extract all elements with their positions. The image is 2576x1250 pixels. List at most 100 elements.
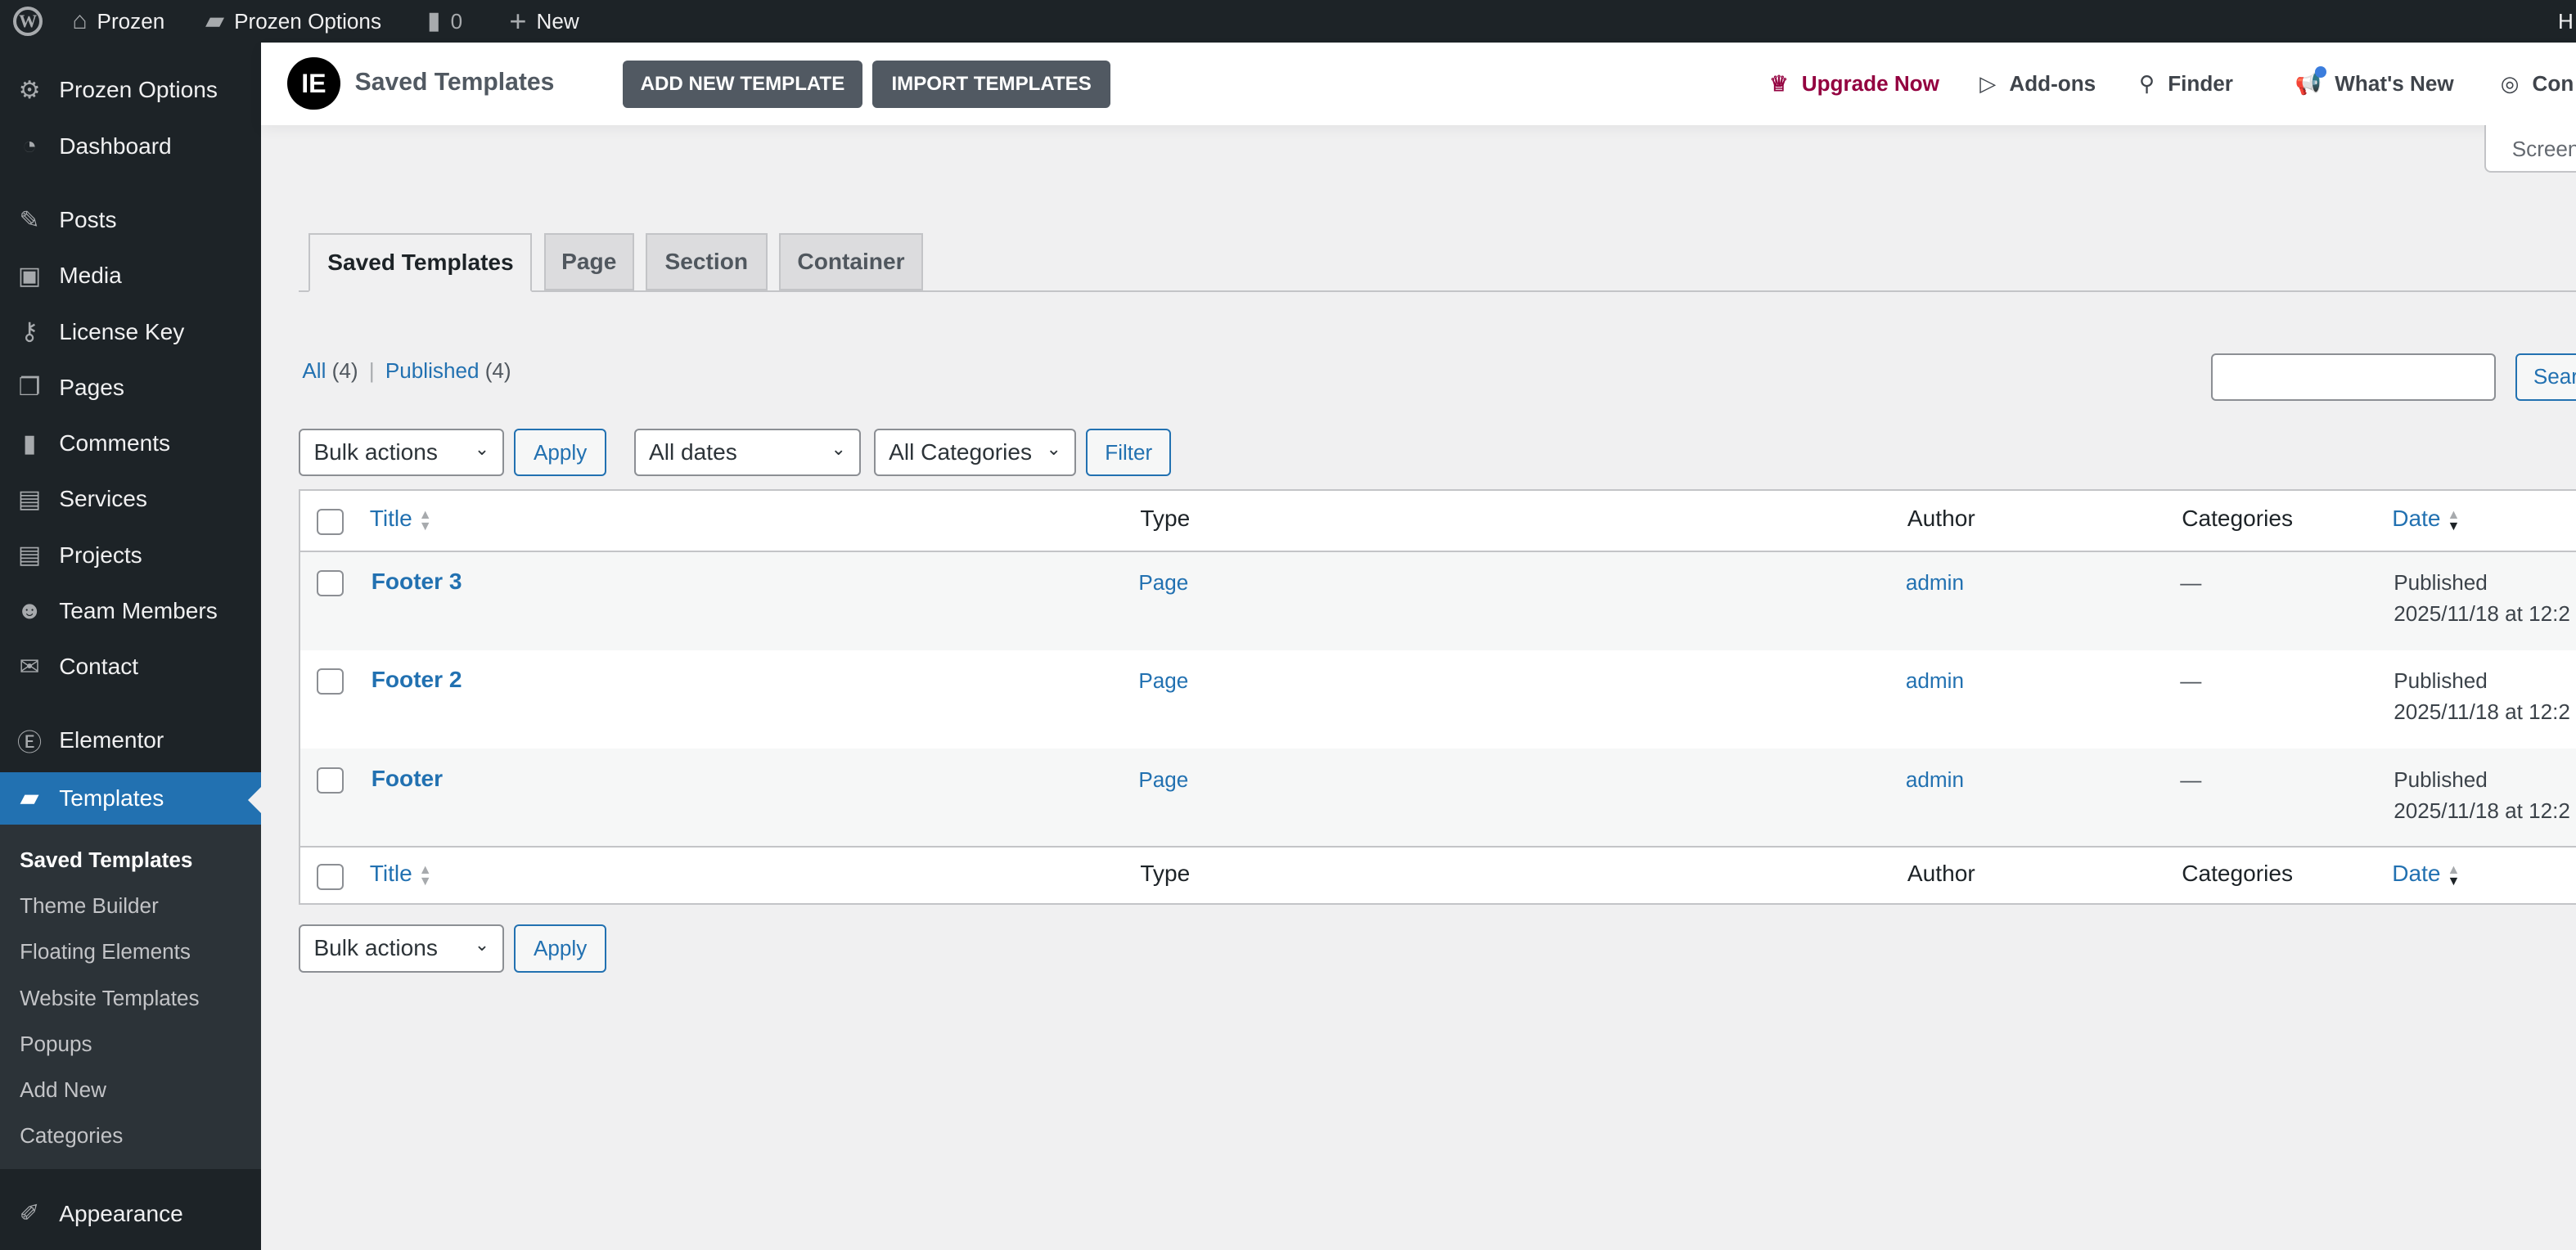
wordpress-logo-icon[interactable]: W — [13, 0, 43, 43]
elementor-header: IE Saved Templates ADD NEW TEMPLATE IMPO… — [261, 43, 2576, 125]
new-link[interactable]: + New — [509, 0, 579, 43]
submenu-website-templates[interactable]: Website Templates — [20, 985, 200, 1010]
comment-icon: ▮ — [22, 429, 37, 457]
template-type-link[interactable]: Page — [1138, 668, 1189, 694]
sort-icon: ▲ ▼ — [2447, 861, 2461, 888]
brush-icon: ✐ — [19, 1200, 40, 1228]
templates-table: Title ▲ ▼ Type Author Categories Date ▲ ▼ Footer … — [299, 489, 2576, 906]
dates-select[interactable]: All dates ⌄ — [633, 429, 862, 477]
sidebar-item-prozen-options[interactable]: ⚙ Prozen Options — [0, 62, 261, 118]
view-all-link[interactable]: All — [302, 357, 327, 383]
author-link[interactable]: admin — [1905, 668, 1964, 694]
template-type-link[interactable]: Page — [1138, 569, 1189, 595]
categories-value: — — [2180, 767, 2202, 792]
addons-link[interactable]: ▷ Add-ons — [1979, 70, 2096, 96]
howdy-link[interactable]: H — [2557, 9, 2574, 34]
sort-icon: ▲ ▼ — [418, 506, 432, 533]
import-templates-button[interactable]: IMPORT TEMPLATES — [872, 61, 1111, 109]
tab-page[interactable]: Page — [543, 233, 634, 291]
add-new-template-button[interactable]: ADD NEW TEMPLATE — [622, 61, 863, 109]
screen-options-button[interactable]: Screen — [2484, 124, 2576, 173]
bulk-actions-select-bottom[interactable]: Bulk actions ⌄ — [299, 924, 505, 973]
sidebar-item-team-members[interactable]: ☻ Team Members — [0, 583, 261, 639]
bulk-actions-select[interactable]: Bulk actions ⌄ — [299, 429, 505, 477]
elementor-logo-icon: IE — [287, 57, 340, 110]
sidebar-item-comments[interactable]: ▮ Comments — [0, 416, 261, 471]
search-icon: ⚲ — [2139, 70, 2155, 96]
templates-submenu: Saved Templates Theme Builder Floating E… — [0, 824, 262, 1170]
sort-icon: ▲ ▼ — [2447, 506, 2461, 533]
column-header-title[interactable]: Title ▲ ▼ — [369, 506, 432, 533]
options-link[interactable]: ▰ Prozen Options — [205, 0, 381, 43]
categories-select[interactable]: All Categories ⌄ — [874, 429, 1077, 477]
sidebar-item-contact[interactable]: ✉ Contact — [0, 639, 261, 695]
row-checkbox[interactable] — [317, 569, 344, 596]
site-link[interactable]: ⌂ Prozen — [72, 0, 164, 43]
table-footer: Title ▲ ▼ Type Author Categories Date ▲ ▼ — [300, 846, 2576, 905]
submenu-add-new[interactable]: Add New — [20, 1077, 106, 1103]
view-published-link[interactable]: Published — [385, 357, 480, 383]
apply-button-bottom[interactable]: Apply — [514, 924, 606, 973]
chevron-down-icon: ⌄ — [474, 934, 490, 955]
sidebar-item-projects[interactable]: ▤ Projects — [0, 527, 261, 582]
column-header-date[interactable]: Date ▲ ▼ — [2392, 506, 2461, 533]
table-row: Footer Page admin — Published 2025/11/18 at 1… — [300, 749, 2576, 848]
whats-new-link[interactable]: 📢 What's New — [2295, 43, 2454, 124]
sidebar-item-appearance[interactable]: ✐ Appearance — [0, 1186, 261, 1242]
connect-link[interactable]: ◎ Con — [2500, 70, 2574, 96]
date-text: 2025/11/18 at 12:2 — [2394, 699, 2570, 725]
pages-icon: ❐ — [18, 374, 41, 402]
folder-open-icon: ▰ — [20, 785, 39, 812]
status-text: Published — [2394, 569, 2488, 595]
sidebar-item-pages[interactable]: ❐ Pages — [0, 360, 261, 416]
submenu-popups[interactable]: Popups — [20, 1031, 92, 1056]
select-all-checkbox[interactable] — [317, 509, 344, 536]
submenu-theme-builder[interactable]: Theme Builder — [20, 893, 159, 919]
template-title-link[interactable]: Footer 3 — [371, 568, 462, 594]
apply-button[interactable]: Apply — [514, 429, 606, 477]
categories-value: — — [2180, 569, 2202, 595]
column-header-title[interactable]: Title ▲ ▼ — [369, 861, 432, 888]
status-text: Published — [2394, 668, 2488, 694]
sidebar-item-templates[interactable]: ▰ Templates — [0, 771, 262, 825]
folder-icon: ▰ — [205, 7, 225, 34]
author-link[interactable]: admin — [1905, 767, 1964, 792]
chevron-down-icon: ⌄ — [474, 438, 490, 460]
tab-container[interactable]: Container — [778, 233, 924, 291]
author-link[interactable]: admin — [1905, 569, 1964, 595]
tab-saved-templates[interactable]: Saved Templates — [308, 233, 533, 293]
sidebar-item-license-key[interactable]: ⚷ License Key — [0, 304, 261, 359]
admin-bar: W ⌂ Prozen ▰ Prozen Options ▮ 0 + New H — [0, 0, 2576, 43]
search-input[interactable] — [2211, 353, 2496, 401]
submenu-floating-elements[interactable]: Floating Elements — [20, 939, 191, 964]
sidebar-item-posts[interactable]: ✎ Posts — [0, 192, 261, 248]
column-header-type: Type — [1140, 861, 1191, 886]
team-icon: ☻ — [16, 596, 43, 624]
submenu-categories[interactable]: Categories — [20, 1123, 124, 1149]
template-title-link[interactable]: Footer 2 — [371, 667, 462, 693]
column-header-date[interactable]: Date ▲ ▼ — [2392, 861, 2461, 888]
pin-icon: ✎ — [19, 206, 40, 234]
sidebar-item-dashboard[interactable]: ◔ Dashboard — [0, 119, 261, 174]
filter-button[interactable]: Filter — [1086, 429, 1172, 477]
column-header-categories: Categories — [2182, 506, 2294, 532]
tab-section[interactable]: Section — [646, 233, 768, 291]
sidebar-item-media[interactable]: ▣ Media — [0, 248, 261, 304]
elementor-icon: Ⓔ — [17, 730, 43, 758]
select-all-checkbox[interactable] — [317, 864, 344, 891]
media-icon: ▣ — [17, 262, 42, 290]
finder-link[interactable]: ⚲ Finder — [2139, 70, 2233, 96]
sidebar-item-elementor[interactable]: Ⓔ Elementor — [0, 713, 261, 768]
search-button[interactable]: Sear — [2515, 353, 2576, 401]
sidebar-item-services[interactable]: ▤ Services — [0, 471, 261, 527]
table-divider — [300, 845, 2576, 848]
template-type-link[interactable]: Page — [1138, 767, 1189, 792]
row-checkbox[interactable] — [317, 668, 344, 695]
template-title-link[interactable]: Footer — [371, 765, 444, 791]
comments-link[interactable]: ▮ 0 — [427, 0, 462, 43]
row-checkbox[interactable] — [317, 767, 344, 794]
upgrade-now-link[interactable]: ♕ Upgrade Now — [1769, 70, 1939, 96]
plus-icon: + — [509, 4, 527, 38]
gear-icon: ⚙ — [18, 76, 41, 104]
submenu-saved-templates[interactable]: Saved Templates — [20, 847, 193, 872]
